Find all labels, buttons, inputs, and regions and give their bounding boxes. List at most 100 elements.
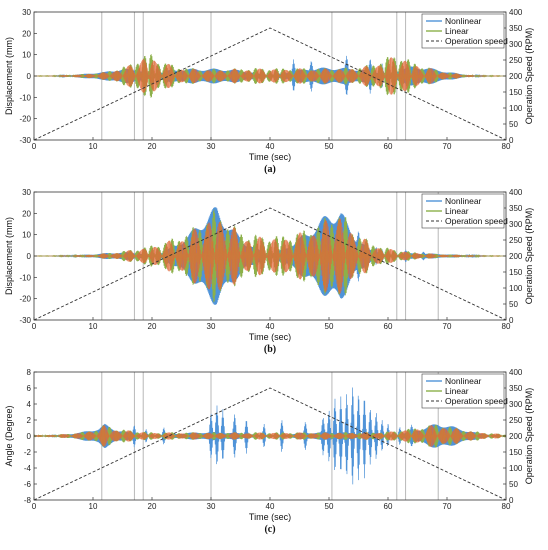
- operation-speed-series: [33, 27, 507, 141]
- y-tick-label: -30: [19, 316, 31, 325]
- y2-tick-label: 0: [509, 316, 514, 325]
- x-tick-label: 80: [502, 322, 511, 331]
- y-tick-label: 10: [22, 51, 31, 60]
- y2-tick-label: 150: [509, 268, 523, 277]
- y-tick-label: 2: [27, 416, 32, 425]
- y-tick-label: -10: [19, 273, 31, 282]
- y-tick-label: -8: [24, 496, 32, 505]
- x-tick-label: 30: [207, 322, 216, 331]
- y2-tick-label: 200: [509, 432, 523, 441]
- y-tick-label: 0: [27, 72, 32, 81]
- y2-axis-label: Operation Speed (RPM): [524, 388, 534, 485]
- y2-tick-label: 50: [509, 120, 518, 129]
- panel-c: 0 10 20 30 40 50 60 70 80-8-6-4-2024680501001502…: [4, 368, 534, 535]
- y2-axis-label: Operation Speed (RPM): [524, 28, 534, 125]
- y2-axis-label: Operation Speed (RPM): [524, 208, 534, 305]
- operation-speed-series: [33, 387, 507, 501]
- x-tick-label: 30: [207, 142, 216, 151]
- legend-label: Operation speed: [445, 36, 508, 46]
- legend-label: Linear: [445, 26, 469, 36]
- x-axis-label: Time (sec): [249, 512, 291, 522]
- y-tick-label: -30: [19, 136, 31, 145]
- y-axis-label: Angle (Degree): [4, 405, 14, 466]
- x-tick-label: 80: [502, 502, 511, 511]
- y-axis-label: Displacement (mm): [4, 217, 14, 295]
- y-tick-label: -10: [19, 93, 31, 102]
- y2-tick-label: 200: [509, 252, 523, 261]
- y2-tick-label: 250: [509, 416, 523, 425]
- y2-tick-label: 50: [509, 480, 518, 489]
- x-tick-label: 60: [384, 322, 393, 331]
- y-tick-label: -6: [24, 480, 32, 489]
- panel-a: 0 10 20 30 40 50 60 70 80-30-20-1001020300501001…: [4, 8, 534, 175]
- y2-tick-label: 150: [509, 88, 523, 97]
- x-tick-label: 80: [502, 142, 511, 151]
- signals: [34, 207, 506, 305]
- x-tick-label: 10: [89, 142, 98, 151]
- y2-tick-label: 300: [509, 40, 523, 49]
- legend-label: Operation speed: [445, 216, 508, 226]
- y2-tick-label: 0: [509, 136, 514, 145]
- y2-tick-label: 400: [509, 8, 523, 17]
- overlap-trace: [34, 57, 506, 95]
- y-tick-label: -4: [24, 464, 32, 473]
- legend-label: Linear: [445, 386, 469, 396]
- y2-tick-label: 100: [509, 284, 523, 293]
- x-tick-label: 20: [148, 322, 157, 331]
- x-tick-label: 40: [266, 502, 275, 511]
- x-tick-label: 0: [32, 502, 37, 511]
- y-tick-label: 6: [27, 384, 32, 393]
- y2-tick-label: 300: [509, 220, 523, 229]
- x-tick-label: 70: [443, 142, 452, 151]
- x-tick-label: 30: [207, 502, 216, 511]
- overlap-trace: [34, 425, 506, 447]
- y2-tick-label: 400: [509, 368, 523, 377]
- x-tick-label: 70: [443, 322, 452, 331]
- y2-tick-label: 200: [509, 72, 523, 81]
- y2-tick-label: 350: [509, 24, 523, 33]
- y-tick-label: 8: [27, 368, 32, 377]
- y-tick-label: 30: [22, 188, 31, 197]
- x-tick-label: 10: [89, 322, 98, 331]
- panel-b: 0 10 20 30 40 50 60 70 80-30-20-1001020300501001…: [4, 188, 534, 355]
- x-tick-label: 0: [32, 142, 37, 151]
- y2-tick-label: 100: [509, 104, 523, 113]
- panel-caption: (c): [264, 524, 275, 535]
- y-tick-label: 10: [22, 231, 31, 240]
- x-axis-label: Time (sec): [249, 332, 291, 342]
- operation-speed-series: [33, 207, 507, 321]
- y2-tick-label: 250: [509, 56, 523, 65]
- legend-label: Nonlinear: [445, 376, 482, 386]
- x-axis-label: Time (sec): [249, 152, 291, 162]
- y-tick-label: 30: [22, 8, 31, 17]
- x-tick-label: 70: [443, 502, 452, 511]
- y-tick-label: 20: [22, 29, 31, 38]
- y-tick-label: -20: [19, 115, 31, 124]
- y2-tick-label: 300: [509, 400, 523, 409]
- legend-label: Nonlinear: [445, 16, 482, 26]
- x-tick-label: 20: [148, 142, 157, 151]
- signals: [34, 54, 506, 98]
- x-tick-label: 40: [266, 142, 275, 151]
- y2-tick-label: 50: [509, 300, 518, 309]
- y2-tick-label: 350: [509, 204, 523, 213]
- panel-caption: (a): [264, 164, 276, 175]
- y-tick-label: 0: [27, 432, 32, 441]
- legend-label: Operation speed: [445, 396, 508, 406]
- signals: [34, 387, 506, 485]
- overlap-trace: [34, 218, 506, 294]
- x-tick-label: 10: [89, 502, 98, 511]
- y-tick-label: -2: [24, 448, 32, 457]
- y-tick-label: 20: [22, 209, 31, 218]
- y2-tick-label: 0: [509, 496, 514, 505]
- y2-tick-label: 400: [509, 188, 523, 197]
- legend-label: Linear: [445, 206, 469, 216]
- x-tick-label: 50: [325, 322, 334, 331]
- x-tick-label: 40: [266, 322, 275, 331]
- y2-tick-label: 150: [509, 448, 523, 457]
- y2-tick-label: 250: [509, 236, 523, 245]
- y-tick-label: 0: [27, 252, 32, 261]
